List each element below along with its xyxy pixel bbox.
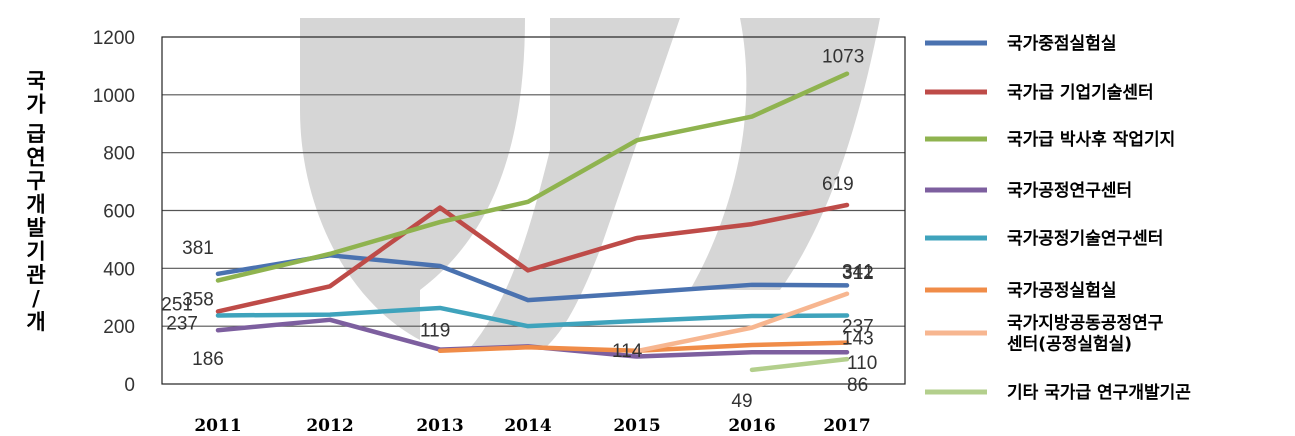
data-labels: 3812513582371861073619341312237143110861… <box>161 47 877 412</box>
data-label: 86 <box>847 375 868 396</box>
data-label: 619 <box>822 174 854 195</box>
data-label: 114 <box>612 341 643 362</box>
y-axis-label-char: 개 <box>26 310 45 334</box>
y-ticks: 0 200 400 600 800 1000 1200 <box>93 28 135 396</box>
x-tick-label: 2013 <box>416 416 463 436</box>
data-label: 110 <box>847 353 877 374</box>
x-tick-label: 2014 <box>504 416 551 436</box>
series-line-7 <box>749 356 850 373</box>
y-axis-label-char: 개 <box>26 193 45 217</box>
data-label: 186 <box>192 349 224 370</box>
x-tick-label: 2017 <box>823 416 870 436</box>
y-axis-label-char: 가 <box>26 93 46 117</box>
y-tick-label: 1000 <box>93 86 135 107</box>
data-label: 143 <box>842 329 874 350</box>
series-line-4 <box>215 305 850 329</box>
y-axis-label-char: 발 <box>26 216 45 240</box>
y-axis-label-char: 구 <box>26 169 45 193</box>
y-tick-label: 200 <box>103 317 135 338</box>
y-axis-label-char: 급 <box>26 122 45 146</box>
legend-label: 국가지방공동공정연구 <box>1007 314 1164 334</box>
data-label: 341 <box>842 261 874 282</box>
data-label: 312 <box>842 263 874 284</box>
watermark-logo <box>300 18 880 348</box>
legend-label: 국가중점실험실 <box>1007 33 1116 54</box>
legend-label: 국가공정실험실 <box>1007 280 1116 301</box>
data-label: 119 <box>420 321 450 342</box>
legend-label: 국가급 기업기술센터 <box>1007 83 1154 103</box>
x-tick-label: 2012 <box>306 416 353 436</box>
x-ticks: 2011 2012 2013 2014 2015 2016 2017 <box>194 416 870 436</box>
series-lines <box>215 71 850 373</box>
legend-label: 기타 국가급 연구개발기곤 <box>1007 383 1191 403</box>
data-label: 358 <box>182 289 214 310</box>
data-label: 1073 <box>822 47 864 68</box>
y-axis-label-char: 관 <box>26 263 45 287</box>
y-tick-label: 1200 <box>93 28 135 49</box>
legend-label: 국가공정기술연구센터 <box>1007 229 1163 249</box>
data-label: 237 <box>166 313 198 334</box>
x-tick-label: 2011 <box>194 416 241 436</box>
y-axis-label-char: 국 <box>26 69 45 93</box>
data-label: 49 <box>731 391 752 412</box>
grid-lines <box>162 94 905 327</box>
y-axis-label-char: / <box>32 287 40 311</box>
y-tick-label: 400 <box>103 259 135 280</box>
y-axis-label-char: 연 <box>26 146 45 170</box>
legend-label: 국가급 박사후 작업기지 <box>1007 129 1175 150</box>
y-axis-label-char: 기 <box>26 240 45 264</box>
y-tick-label: 0 <box>124 375 135 396</box>
data-label: 251 <box>161 294 193 315</box>
y-tick-label: 600 <box>103 202 135 223</box>
legend-label: 국가공정연구센터 <box>1007 181 1132 201</box>
x-tick-label: 2015 <box>613 416 660 436</box>
y-tick-label: 800 <box>103 144 135 165</box>
plot-frame <box>161 36 906 385</box>
series-line-1 <box>215 202 850 314</box>
series-line-2 <box>215 71 850 283</box>
data-label: 237 <box>842 316 874 337</box>
x-tick-label: 2016 <box>728 416 775 436</box>
legend-label: 센터(공정실험실) <box>1007 334 1132 355</box>
data-label: 381 <box>182 238 214 259</box>
series-line-6 <box>634 291 850 354</box>
